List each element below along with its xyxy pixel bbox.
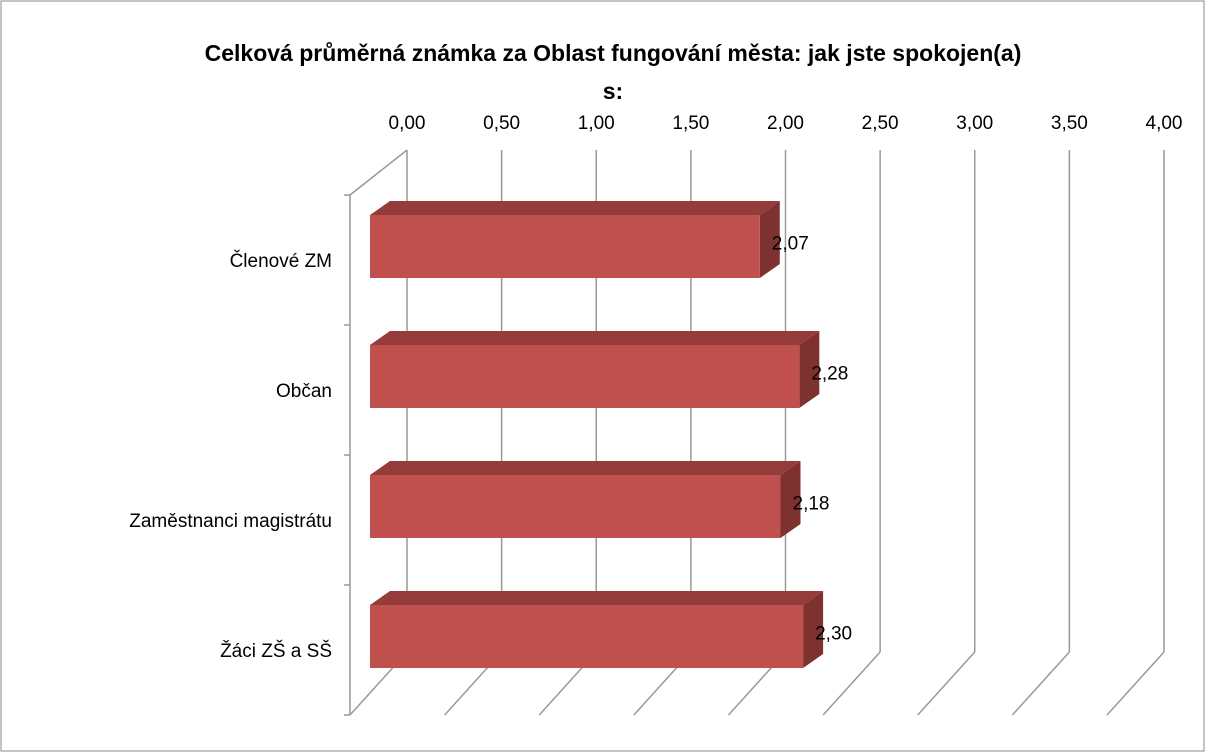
- bar-side: [780, 461, 801, 538]
- grid-line: [1011, 651, 1070, 716]
- bar-top: [370, 331, 820, 345]
- y-tick-label: Členové ZM: [230, 250, 332, 272]
- y-tick-label: Zaměstnanci magistrátu: [129, 511, 332, 532]
- bar: [370, 215, 760, 278]
- grid-line: [822, 651, 881, 716]
- bar-side: [803, 591, 824, 668]
- bar: [370, 605, 804, 668]
- data-label: 2,30: [815, 624, 852, 645]
- chart-title: Celková průměrná známka za Oblast fungov…: [204, 40, 1022, 104]
- x-tick-label: 3,50: [1051, 113, 1088, 134]
- x-tick-label: 3,00: [956, 113, 993, 134]
- data-label: 2,07: [772, 234, 809, 255]
- y-tick-label: Žáci ZŠ a SŠ: [220, 640, 332, 662]
- axis-line: [349, 149, 408, 196]
- x-tick-label: 2,00: [767, 113, 804, 134]
- x-tick-label: 1,50: [672, 113, 709, 134]
- x-tick-label: 0,50: [483, 113, 520, 134]
- bar-top: [370, 201, 780, 215]
- data-label: 2,28: [811, 364, 848, 385]
- x-tick-label: 0,00: [389, 113, 426, 134]
- bar-side: [759, 201, 780, 278]
- y-tick-label: Občan: [276, 381, 332, 402]
- grid-line: [917, 651, 976, 716]
- x-tick-label: 1,00: [578, 113, 615, 134]
- data-label: 2,18: [793, 494, 830, 515]
- bar-top: [370, 591, 824, 605]
- x-tick-label: 4,00: [1146, 113, 1183, 134]
- bar-side: [799, 331, 820, 408]
- bar-top: [370, 461, 801, 475]
- bar: [370, 345, 800, 408]
- grid-line: [1106, 651, 1165, 716]
- bar: [370, 475, 781, 538]
- x-tick-label: 2,50: [862, 113, 899, 134]
